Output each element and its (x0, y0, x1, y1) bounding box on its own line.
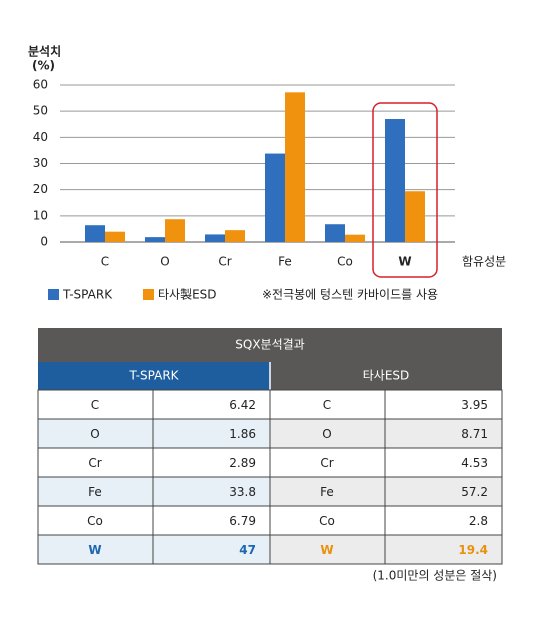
bar (85, 225, 105, 242)
row-bg-right (269, 447, 503, 478)
cell-value: 4.53 (461, 456, 488, 470)
bar (165, 219, 185, 242)
cell-value: 19.4 (458, 543, 488, 557)
y-tick-label: 0 (40, 235, 48, 249)
cell-element: Co (87, 514, 103, 528)
cell-element: Cr (320, 456, 333, 470)
y-axis-label: (%) (32, 59, 55, 73)
bar (145, 237, 165, 242)
highlight-box (372, 102, 438, 278)
row-bg-left (37, 534, 271, 565)
bar (325, 224, 345, 242)
header-right (270, 362, 502, 390)
cell-value: 2.8 (469, 514, 488, 528)
cell-element: C (91, 398, 99, 412)
x-tick-label: W (398, 255, 411, 269)
cell-element: Co (319, 514, 335, 528)
y-tick-label: 10 (33, 208, 48, 222)
legend-swatch (143, 289, 154, 300)
row-bg-right (269, 418, 503, 449)
cell-value: 57.2 (461, 485, 488, 499)
row-bg-right (269, 389, 503, 420)
x-tick-label: Cr (218, 255, 231, 269)
bar (405, 191, 425, 242)
table-title: SQX분석결과 (235, 338, 304, 352)
row-bg-right (269, 534, 503, 565)
table-header: T-SPARK (128, 369, 179, 383)
bar (285, 92, 305, 243)
cell-value: 1.86 (229, 427, 256, 441)
row-bg-left (37, 447, 271, 478)
x-tick-label: C (101, 255, 109, 269)
bar (265, 153, 285, 242)
row-bg-left (37, 505, 271, 536)
table-note: (1.0미만의 성분은 절삭) (373, 569, 497, 583)
x-axis-label: 함유성분 (462, 255, 506, 269)
cell-element: O (90, 427, 99, 441)
chart-note: ※전극봉에 텅스텐 카바이드를 사용 (262, 288, 438, 302)
y-axis-label: 분석치 (28, 44, 61, 59)
bar (205, 234, 225, 242)
y-tick-label: 20 (33, 182, 48, 196)
cell-element: W (88, 543, 101, 557)
cell-element: Cr (88, 456, 101, 470)
row-bg-left (37, 476, 271, 507)
y-tick-label: 30 (33, 156, 48, 170)
cell-value: 6.42 (229, 398, 256, 412)
cell-element: W (320, 543, 333, 557)
cell-value: 8.71 (461, 427, 488, 441)
cell-element: O (322, 427, 331, 441)
legend-swatch (48, 289, 59, 300)
bar (385, 119, 405, 242)
header-left (38, 362, 270, 390)
y-tick-label: 40 (33, 130, 48, 144)
bar (105, 231, 125, 242)
bar (345, 234, 365, 242)
legend-label: 타사製ESD (158, 288, 217, 302)
row-bg-right (269, 476, 503, 507)
cell-value: 33.8 (229, 485, 256, 499)
cell-value: 6.79 (229, 514, 256, 528)
cell-value: 3.95 (461, 398, 488, 412)
legend-label: T-SPARK (62, 288, 113, 302)
y-tick-label: 60 (33, 78, 48, 92)
row-bg-right (269, 505, 503, 536)
x-tick-label: Co (337, 255, 353, 269)
bar (225, 230, 245, 242)
cell-element: Fe (88, 485, 102, 499)
cell-value: 47 (239, 543, 256, 557)
y-tick-label: 50 (33, 104, 48, 118)
x-tick-label: Fe (278, 255, 292, 269)
x-tick-label: O (160, 255, 169, 269)
cell-element: Fe (320, 485, 334, 499)
cell-element: C (323, 398, 331, 412)
cell-value: 2.89 (229, 456, 256, 470)
table-header: 타사ESD (363, 369, 410, 383)
table-title-bg (38, 328, 502, 362)
